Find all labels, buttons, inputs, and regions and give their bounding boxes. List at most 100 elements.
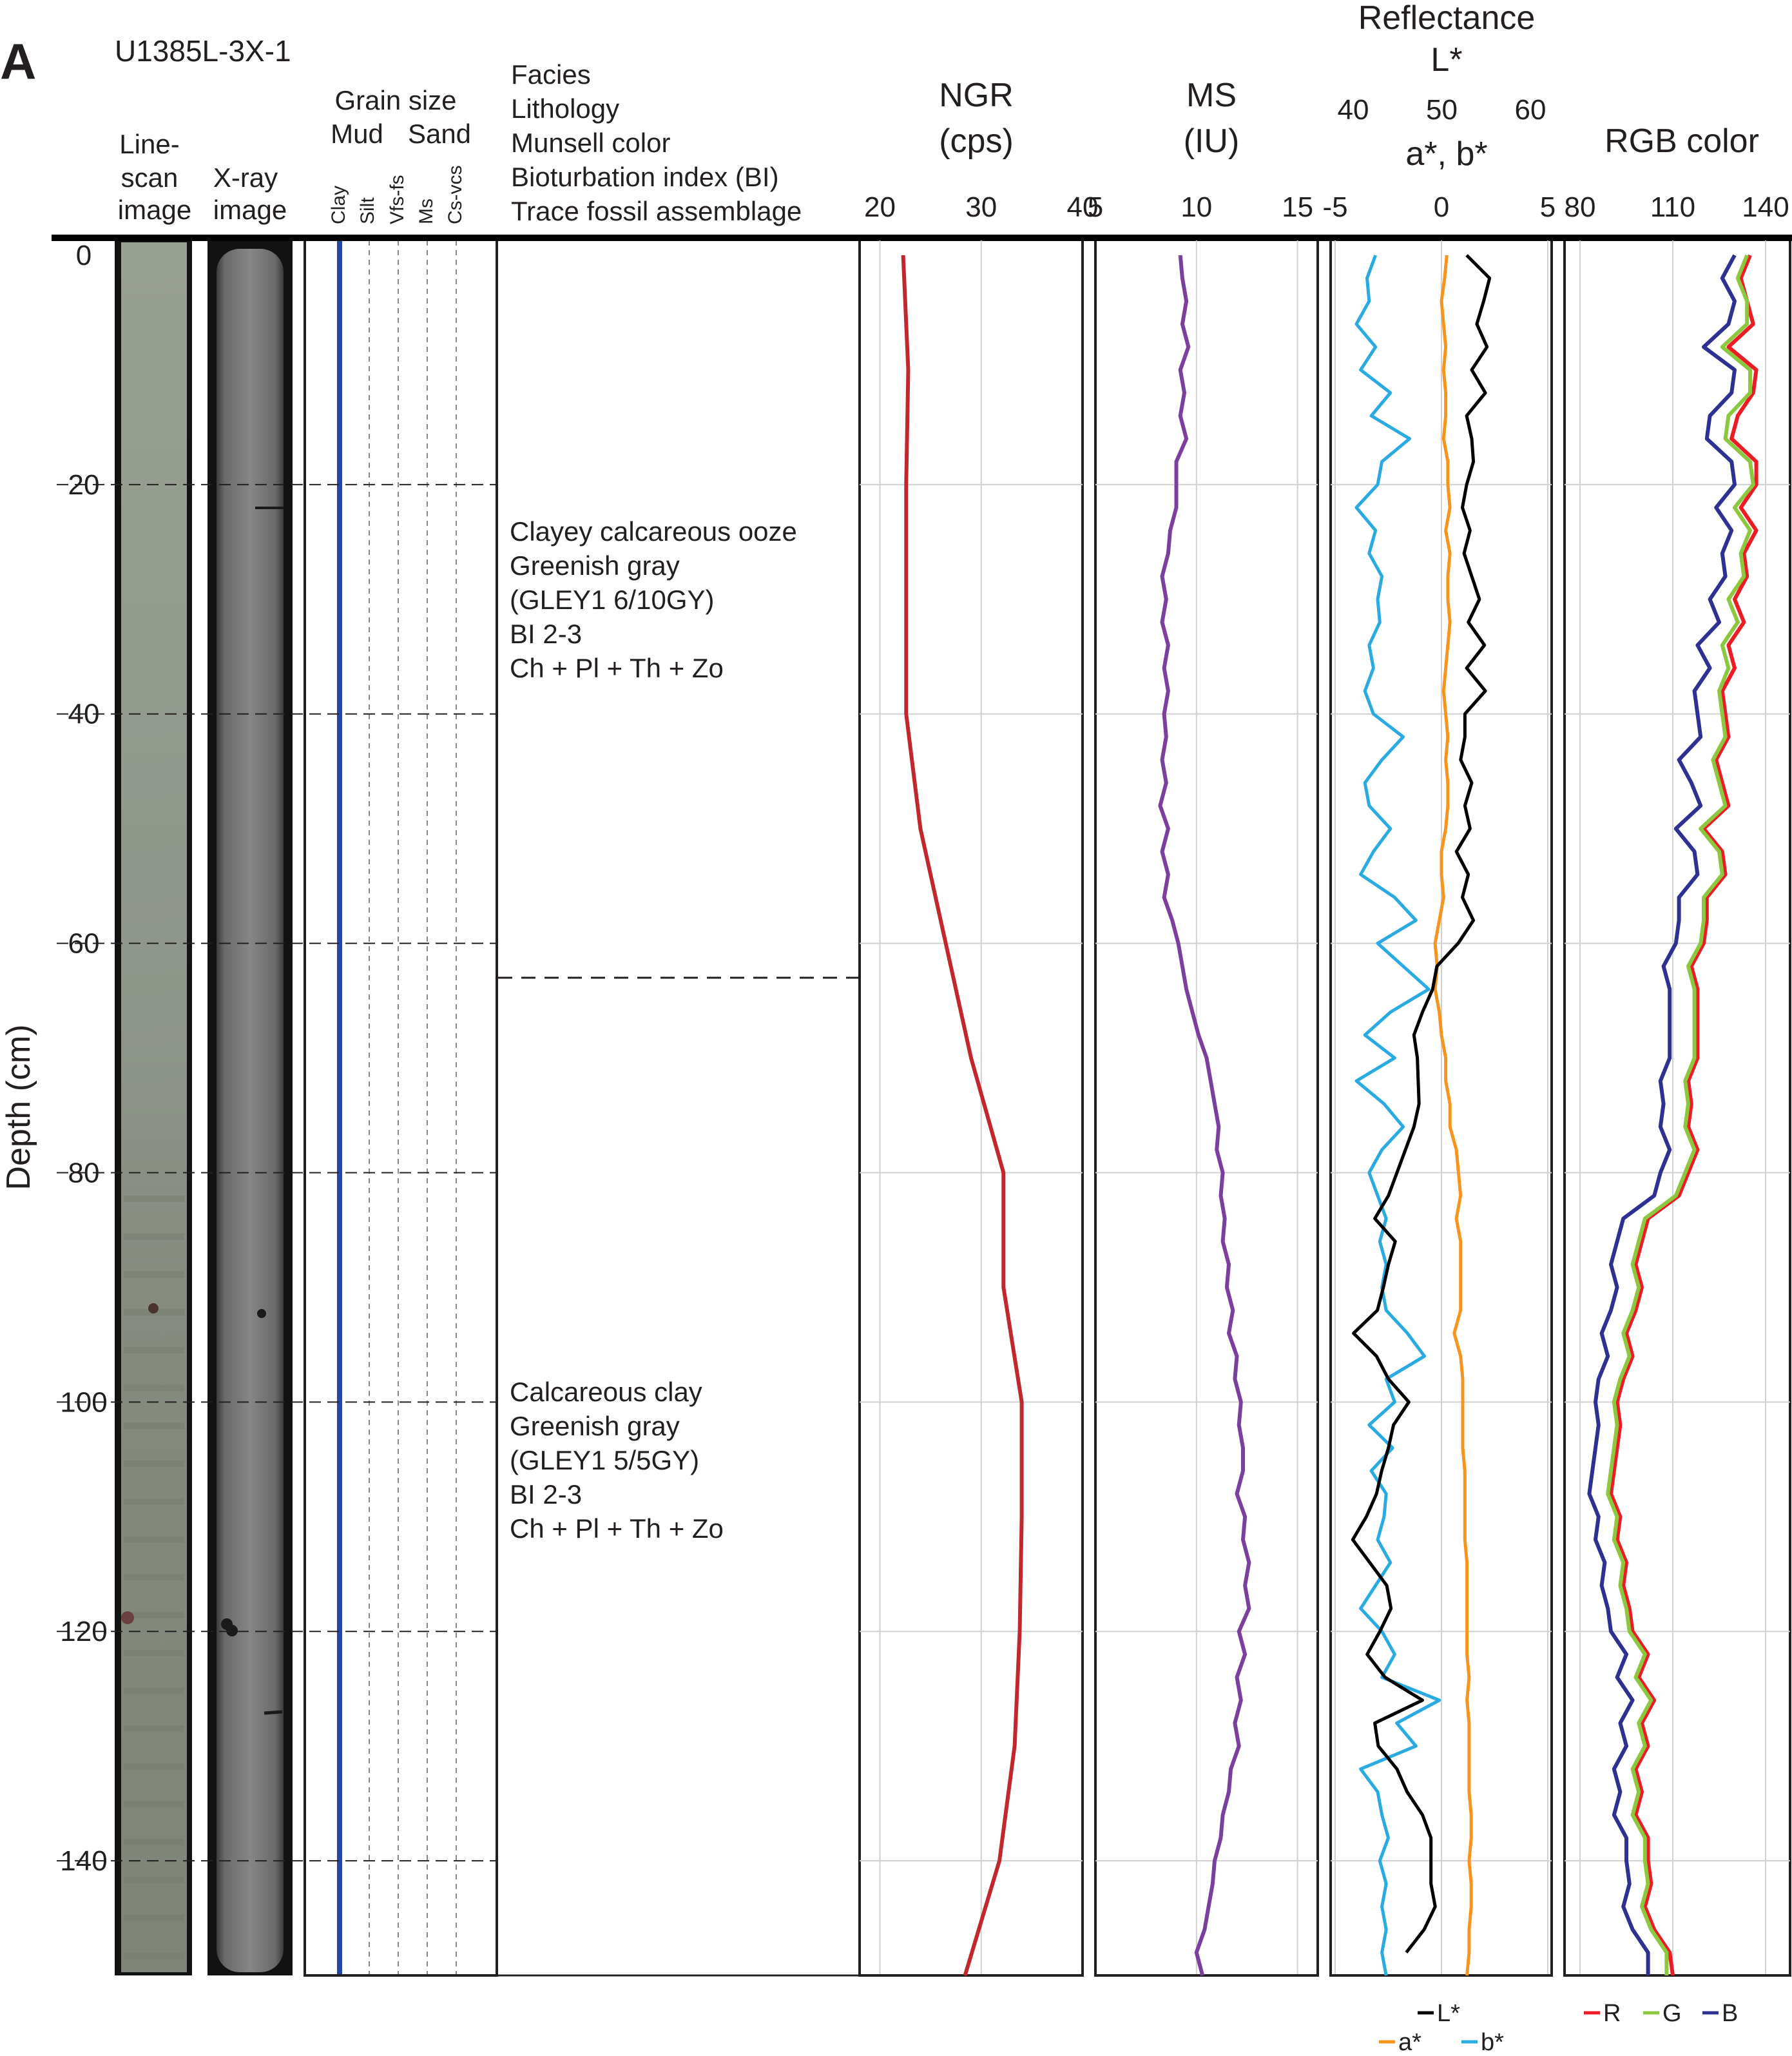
reflectance-ab-label: a*, b* (1405, 135, 1487, 173)
linescan-band (124, 1233, 184, 1240)
desc-header-lithology: Lithology (511, 93, 619, 124)
ms-tick-label: 5 (1088, 191, 1103, 223)
r-curve (1609, 254, 1758, 1976)
legend-bstar-label: b* (1481, 2029, 1504, 2056)
desc-header-trace: Trace fossil assemblage (511, 196, 802, 226)
bstar-curve (1354, 255, 1441, 1976)
rgb-frame (1563, 238, 1791, 1977)
rgb-title: RGB color (1604, 122, 1759, 160)
b-curve (1587, 254, 1737, 1975)
ngr-curve (901, 255, 1024, 1976)
reflectance-ab-tick-label: 5 (1540, 191, 1556, 223)
facies-1-munsell: (GLEY1 6/10GY) (510, 585, 714, 615)
ngr-tick-label: 30 (965, 191, 997, 223)
linescan-band (124, 1687, 184, 1694)
depth-boundary-lines (57, 483, 497, 1862)
reflectance-ab-tick-label: 0 (1434, 191, 1449, 223)
ngr-tick-label: 20 (864, 191, 896, 223)
linescan-band (124, 1952, 184, 1959)
linescan-band (124, 1422, 184, 1430)
core-id: U1385L-3X-1 (115, 34, 291, 68)
reflectance-lstar-tick-label: 50 (1426, 94, 1458, 126)
ngr-frame (858, 238, 1084, 1977)
reflectance-legend: L* a* b* (1379, 2000, 1504, 2056)
reflectance-title: Reflectance (1358, 0, 1536, 37)
desc-header-bi: Bioturbation index (BI) (511, 162, 779, 192)
legend-b-label: B (1722, 2000, 1738, 2027)
legend-r-label: R (1603, 2000, 1621, 2027)
linescan-band (124, 1611, 184, 1618)
reflectance-lstar-tick-label: 40 (1338, 94, 1369, 126)
ngr-tick-label: 40 (1067, 191, 1099, 223)
rgb-tick-label: 110 (1650, 191, 1695, 223)
grain-col-ms: Ms (416, 199, 437, 224)
linescan-band (124, 1649, 184, 1656)
facies-1-description: Clayey calcareous ooze Greenish gray (GL… (510, 516, 797, 683)
facies-2-bi: BI 2-3 (510, 1479, 582, 1509)
facies-2-trace: Ch + Pl + Th + Zo (510, 1513, 724, 1544)
grain-size-columns: Clay Silt Vfs-fs Ms Cs-vcs (328, 165, 466, 224)
desc-header-facies: Facies (511, 59, 591, 90)
legend-g-label: G (1662, 2000, 1682, 2027)
rgb-legend: R G B (1584, 2000, 1738, 2027)
linescan-label-3: image (118, 195, 191, 225)
facies-1-trace: Ch + Pl + Th + Zo (510, 653, 724, 683)
depth-axis-label: Depth (cm) (0, 1024, 37, 1190)
rgb-tick-label: 140 (1742, 191, 1789, 223)
ms-tick-label: 10 (1180, 191, 1212, 223)
grain-size-dividers (369, 240, 457, 1974)
grain-col-silt: Silt (357, 197, 378, 224)
linescan-band (124, 1536, 184, 1543)
linescan-image (115, 239, 192, 1975)
linescan-band (124, 1725, 184, 1732)
track-curves (901, 254, 1758, 1976)
linescan-band (124, 1460, 184, 1468)
description-header: Facies Lithology Munsell color Bioturbat… (511, 59, 802, 226)
legend-astar-label: a* (1398, 2029, 1421, 2056)
grain-size-title: Grain size (334, 85, 456, 115)
linescan-band (124, 1801, 184, 1808)
grain-size-sand: Sand (408, 119, 471, 149)
linescan-band (124, 1574, 184, 1581)
reflectance-lstar-label: L* (1431, 41, 1462, 79)
grain-col-clay: Clay (328, 186, 349, 224)
facies-2-color-name: Greenish gray (510, 1411, 680, 1441)
ms-frame (1094, 238, 1319, 1977)
track-frames (303, 238, 1791, 1977)
facies-2-description: Calcareous clay Greenish gray (GLEY1 5/5… (510, 1377, 724, 1544)
track-gridlines (860, 240, 1790, 1974)
facies-2-lithology: Calcareous clay (510, 1377, 702, 1407)
g-curve (1606, 254, 1755, 1975)
linescan-band (124, 1196, 184, 1203)
reflectance-ab-tick-label: -5 (1322, 191, 1347, 223)
linescan-label-1: Line- (119, 129, 179, 159)
xray-label-2: image (213, 195, 287, 225)
linescan-band (124, 1384, 184, 1392)
grain-col-csvcs: Cs-vcs (445, 165, 466, 224)
linescan-band (124, 1346, 184, 1353)
grain-col-vfsfs: Vfs-fs (387, 175, 408, 224)
depth-tick-label: 0 (76, 240, 92, 271)
lstar-curve (1351, 254, 1492, 1954)
linescan-band (124, 1876, 184, 1883)
xray-label-1: X-ray (213, 162, 278, 193)
linescan-band (124, 1914, 184, 1921)
astar-curve (1433, 255, 1473, 1976)
reflectance-lstar-tick-label: 60 (1515, 94, 1546, 126)
linescan-band (124, 1271, 184, 1278)
facies-1-color-name: Greenish gray (510, 550, 680, 581)
ms-tick-label: 15 (1282, 191, 1313, 223)
facies-1-bi: BI 2-3 (510, 619, 582, 649)
grain-size-frame (303, 238, 498, 1977)
linescan-band (124, 1498, 184, 1505)
linescan-band (124, 1763, 184, 1770)
xray-image (207, 239, 293, 1975)
ngr-unit: (cps) (939, 122, 1014, 160)
facies-2-munsell: (GLEY1 5/5GY) (510, 1445, 699, 1475)
ngr-title: NGR (939, 77, 1014, 114)
linescan-band (124, 1839, 184, 1846)
linescan-label-2: scan (121, 162, 178, 193)
grain-size-mud: Mud (331, 119, 383, 149)
